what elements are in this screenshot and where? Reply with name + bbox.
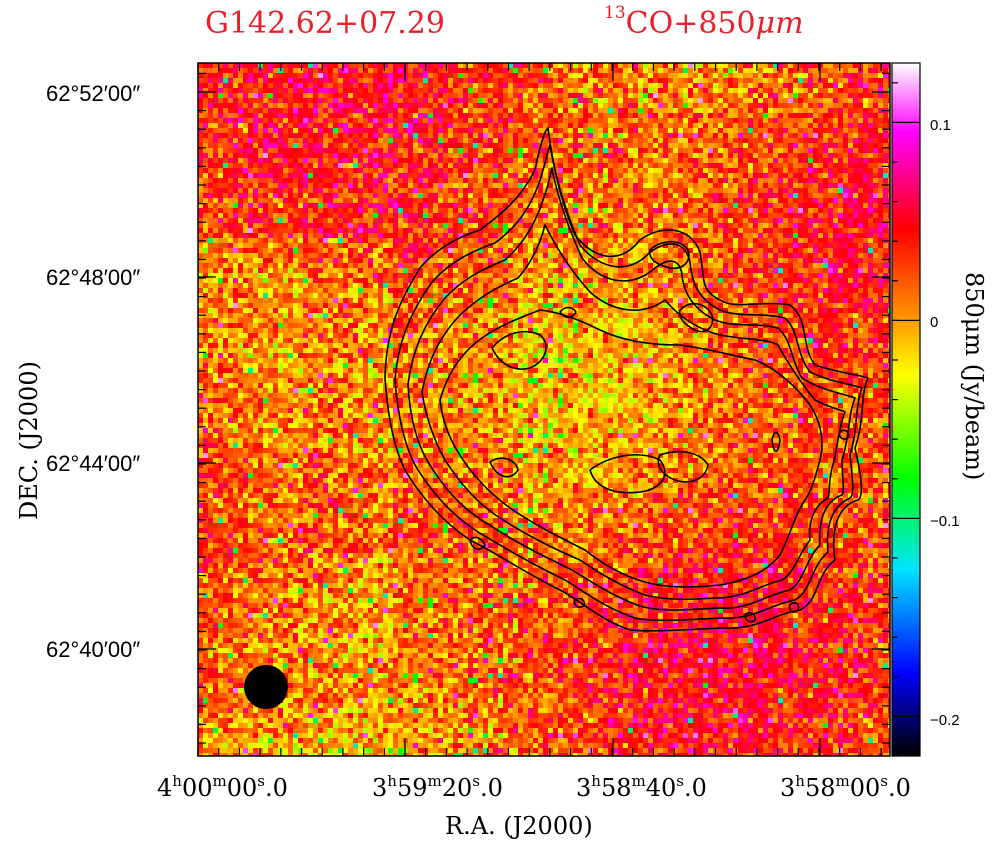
y-tick-label-3: 62°44′00″ [46,451,140,477]
colorbar-label: 850μm (Jy/beam) [960,272,988,480]
x-tick-label-1: 4h00m00s.0 [157,774,288,802]
colorbar-tick-label-2: 0 [930,314,938,331]
y-tick-label-1: 62°52′00″ [46,81,140,107]
source-name-title: G142.62+07.29 [205,6,445,41]
y-tick-label-2: 62°48′00″ [46,265,140,291]
tracer-unit: μm [756,6,804,41]
x-tick-label-2: 3h59m20s.0 [372,774,503,802]
colorbar-tick-label-4: −0.2 [930,712,960,729]
tracer-text: CO+850 [626,6,756,41]
colorbar [892,63,920,756]
tracer-title: 13CO+850μm [604,6,804,41]
x-tick-label-4: 3h58m00s.0 [780,774,911,802]
isotope-superscript: 13 [604,3,626,23]
colorbar-tick-label-1: 0.1 [930,117,951,134]
x-axis-label: R.A. (J2000) [445,812,593,840]
y-tick-label-4: 62°40′00″ [46,637,140,663]
x-tick-label-3: 3h58m40s.0 [576,774,707,802]
beam-marker [244,665,288,709]
y-axis-label: DEC. (J2000) [15,361,43,520]
colorbar-tick-label-3: −0.1 [930,513,960,530]
